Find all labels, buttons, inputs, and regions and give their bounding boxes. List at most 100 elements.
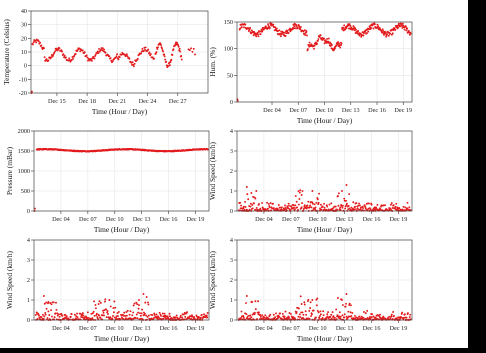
data-point [330,313,333,316]
data-point [287,202,290,205]
data-point [250,301,253,303]
x-tick-label: Dec 04 [263,107,281,114]
data-point [341,299,343,301]
x-tick-label: Dec 24 [139,98,157,105]
data-point [374,316,377,319]
data-point [138,299,140,301]
data-point [168,318,171,320]
data-point [409,318,412,321]
data-point [194,53,196,56]
data-point [247,198,250,201]
data-point [65,56,67,59]
y-tick-label: 1000 [18,168,30,175]
data-point [284,310,287,313]
data-point [30,90,33,93]
data-point [98,314,101,317]
data-point [109,57,112,60]
data-point [292,23,295,26]
data-point [107,313,109,315]
data-point [181,313,184,316]
data-point [245,302,247,304]
y-axis-label: Temperature (Celsius) [2,19,11,85]
chart-panel-2: 0 50 100 150 Dec 04 Dec 07 Dec 10 Dec 13 Dec 16 D… [208,19,413,125]
data-point [175,314,178,317]
data-point [116,312,119,315]
data-point [244,23,247,26]
data-point [128,57,131,60]
data-point [283,208,286,211]
data-point [362,207,365,209]
data-point [154,52,157,55]
data-point [254,208,257,211]
data-point [139,314,142,317]
data-point [401,311,404,314]
data-point [161,312,164,315]
data-point [330,44,333,46]
data-point [355,202,358,205]
data-point [147,301,149,304]
x-axis-label: Time (Hour / Day) [297,225,353,234]
data-point [74,52,77,55]
data-point [371,313,374,316]
x-tick-label: Dec 16 [363,216,381,223]
x-tick-label: Dec 04 [52,325,70,332]
data-point [136,317,139,320]
y-tick-label: 2 [230,277,233,284]
data-point [45,307,48,310]
data-point [177,45,180,48]
data-point [309,307,312,310]
data-point [293,206,295,209]
data-point [200,313,203,316]
data-point [83,51,86,54]
data-point [43,47,45,50]
data-point [254,300,257,303]
data-point [275,312,277,315]
data-point [329,315,332,318]
data-point [389,207,392,210]
data-point [294,195,297,198]
data-point [317,311,320,314]
data-point [258,311,260,314]
data-point [341,204,344,207]
data-point [253,202,255,205]
data-point [339,315,342,318]
data-point [43,315,46,318]
y-tick-label: 2 [27,277,30,284]
data-point [280,30,283,33]
data-point [328,203,331,206]
data-point [313,44,316,47]
data-point [289,30,292,33]
data-point [381,28,384,31]
data-point [268,26,271,29]
data-point [118,56,121,59]
data-point [245,208,248,211]
x-tick-label: Dec 15 [48,98,66,105]
y-axis-label: Hum. (%) [208,47,217,77]
data-point [298,25,301,28]
data-point [390,313,393,316]
data-point [305,207,308,210]
data-point [190,47,193,50]
data-point [113,300,116,303]
data-point [170,58,173,61]
data-point [337,195,339,197]
data-point [344,305,347,308]
data-point [261,201,264,204]
data-point [48,314,51,316]
data-point [246,193,249,196]
y-tick-label: 4 [27,237,30,244]
data-point [391,32,394,35]
data-point [86,311,89,314]
data-point [168,64,171,67]
data-point [43,56,46,59]
y-tick-label: 1 [27,297,30,304]
data-point [165,60,168,63]
data-point [81,312,84,315]
data-point [117,58,120,61]
data-point [240,317,242,319]
data-point [101,47,104,50]
data-point [31,43,34,46]
data-point [325,318,328,321]
data-point [395,202,398,205]
data-point [82,314,85,317]
